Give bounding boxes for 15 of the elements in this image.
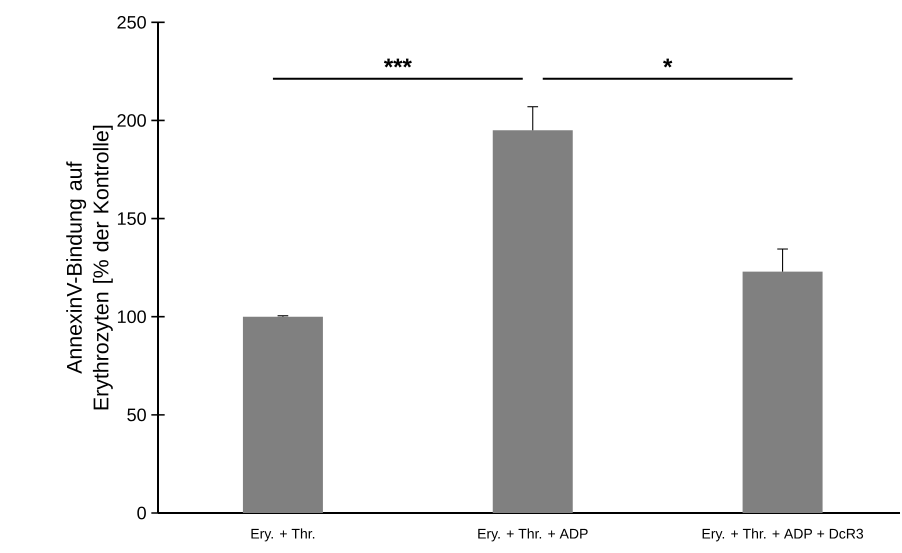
y-tick-label: 50 (127, 408, 146, 422)
annotation: * (663, 58, 672, 68)
bar (242, 316, 323, 513)
y-tick-label: 0 (137, 506, 146, 520)
y-tick-label: 150 (118, 212, 146, 225)
y-axis-title: AnnexinV-Bindung auf Erythrozyten [% der Kontrolle] (66, 126, 113, 410)
annotation: *** (384, 58, 412, 68)
x-tick-label: Ery. + Thr. (251, 528, 314, 542)
bar (742, 272, 823, 513)
bar (492, 130, 573, 513)
y-tick-label: 250 (117, 16, 146, 29)
y-tick-label: 200 (117, 114, 146, 127)
y-tick-label: 100 (118, 310, 146, 324)
x-tick-label: Ery. + Thr. + ADP + DcR3 (702, 528, 864, 542)
x-tick-label: Ery. + Thr. + ADP (478, 528, 588, 542)
